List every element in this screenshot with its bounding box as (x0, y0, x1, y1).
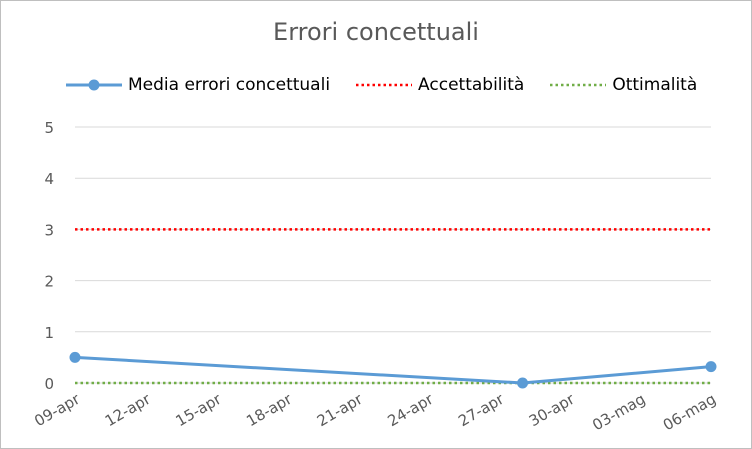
x-tick-label: 24-apr (385, 389, 437, 430)
x-tick-label: 12-apr (102, 389, 154, 430)
x-tick-label: 21-apr (314, 389, 366, 430)
y-tick-label: 5 (44, 119, 54, 137)
chart-title: Errori concettuali (273, 18, 479, 46)
series-layer (69, 228, 717, 389)
x-tick-label: 06-mag (660, 390, 719, 435)
legend-item-media: Media errori concettuali (66, 75, 330, 95)
legend-swatch-ottimalita (550, 83, 607, 87)
legend-swatch-accettabilita (356, 83, 413, 87)
x-tick-label: 27-apr (455, 389, 507, 430)
y-axis-ticks: 0 1 2 3 4 5 (44, 119, 54, 393)
y-tick-label: 2 (44, 273, 54, 291)
data-point-0-1 (517, 377, 529, 389)
legend-swatch-media (66, 79, 122, 91)
legend-item-ottimalita: Ottimalità (550, 75, 697, 95)
x-tick-label: 18-apr (243, 389, 295, 430)
y-tick-label: 4 (44, 170, 54, 188)
x-tick-label: 09-apr (31, 389, 83, 430)
data-point-0-2 (705, 361, 717, 373)
x-tick-label: 30-apr (526, 389, 578, 430)
x-axis-ticks: 09-apr 12-apr 15-apr 18-apr 21-apr 24-apr 27-a… (31, 389, 719, 434)
y-tick-label: 3 (44, 221, 54, 239)
x-tick-label: 03-mag (589, 390, 648, 435)
legend-label-media: Media errori concettuali (128, 75, 331, 95)
x-tick-label: 15-apr (173, 389, 225, 430)
legend-label-ottimalita: Ottimalità (612, 75, 698, 95)
y-tick-label: 1 (44, 324, 54, 342)
y-tick-label: 0 (44, 375, 54, 393)
legend-item-accettabilita: Accettabilità (356, 75, 524, 95)
gridlines (75, 126, 711, 384)
data-point-0-0 (69, 351, 81, 363)
legend-label-accettabilita: Accettabilità (418, 75, 525, 95)
chart-legend: Media errori concettuali Accettabilità O… (66, 74, 697, 96)
series-line-0 (74, 355, 712, 385)
